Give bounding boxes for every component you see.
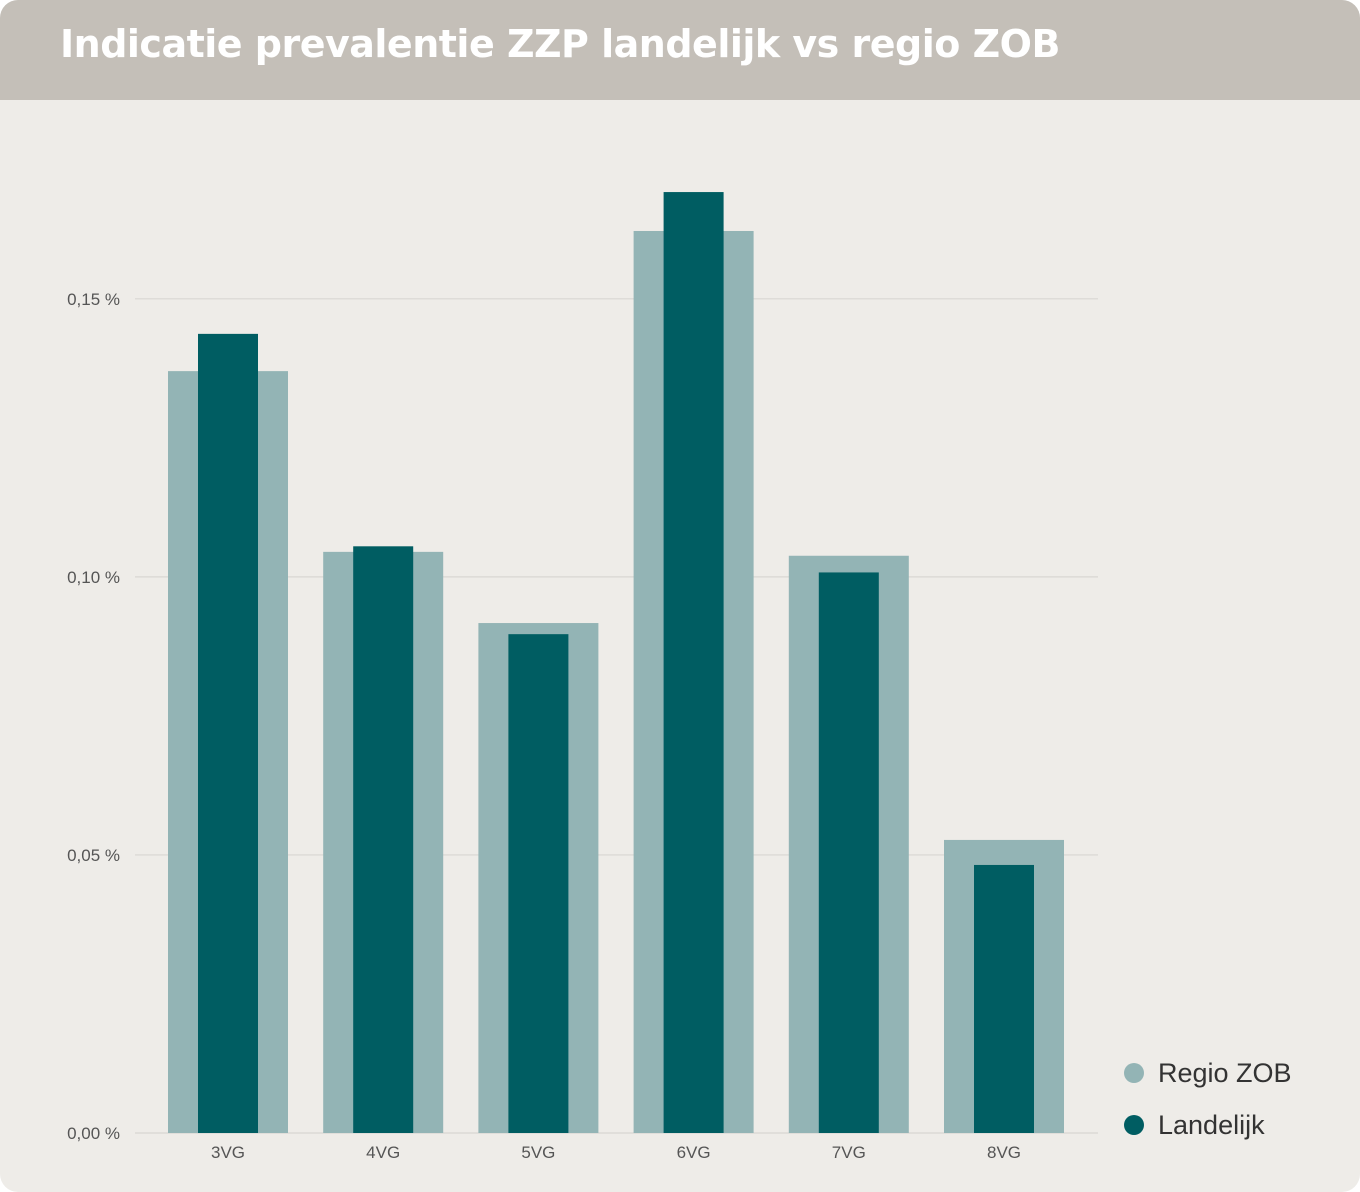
legend: Regio ZOB Landelijk <box>1124 1058 1292 1162</box>
y-tick-label: 0,00 % <box>67 1124 120 1143</box>
x-tick-label: 3VG <box>211 1143 245 1162</box>
legend-label-regio: Regio ZOB <box>1158 1057 1292 1088</box>
bar-landelijk <box>818 572 879 1133</box>
title-bar: Indicatie prevalentie ZZP landelijk vs r… <box>0 0 1360 100</box>
x-tick-label: 8VG <box>987 1143 1021 1162</box>
legend-item-regio[interactable]: Regio ZOB <box>1124 1058 1292 1088</box>
legend-swatch-regio <box>1124 1063 1144 1083</box>
y-tick-label: 0,10 % <box>67 568 120 587</box>
x-tick-label: 5VG <box>521 1143 555 1162</box>
bar-landelijk <box>198 333 258 1133</box>
bar-landelijk <box>353 546 414 1133</box>
x-tick-label: 7VG <box>832 1143 866 1162</box>
y-tick-label: 0,05 % <box>67 846 120 865</box>
bar-landelijk <box>508 634 569 1133</box>
legend-swatch-landelijk <box>1124 1115 1144 1135</box>
legend-item-landelijk[interactable]: Landelijk <box>1124 1110 1292 1140</box>
x-tick-label: 6VG <box>677 1143 711 1162</box>
y-tick-label: 0,15 % <box>67 290 120 309</box>
bar-landelijk <box>974 864 1034 1133</box>
legend-label-landelijk: Landelijk <box>1158 1109 1265 1140</box>
chart-title: Indicatie prevalentie ZZP landelijk vs r… <box>60 22 1060 66</box>
x-tick-label: 4VG <box>366 1143 400 1162</box>
bar-landelijk <box>663 192 724 1133</box>
